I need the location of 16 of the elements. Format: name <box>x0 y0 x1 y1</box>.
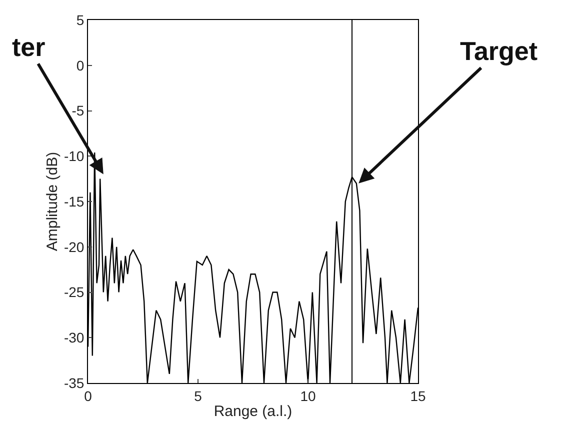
y-axis-title: Amplitude (dB) <box>44 152 62 252</box>
y-tick-label: -25 <box>64 284 84 300</box>
y-tick-label: -10 <box>64 148 84 164</box>
y-tick-label: -35 <box>64 374 84 391</box>
y-tick-label: -20 <box>64 238 84 255</box>
y-tick-label: 0 <box>76 57 84 74</box>
y-tick-label: -30 <box>64 330 84 346</box>
x-axis-title: Range (a.l.) <box>214 402 292 420</box>
x-tick-label: 10 <box>300 388 316 404</box>
y-tick-label: -5 <box>72 102 84 119</box>
annotation: Target <box>460 36 538 66</box>
y-tick-label: -15 <box>64 193 84 210</box>
x-tick-label: 15 <box>410 388 426 404</box>
x-tick-label: 5 <box>194 388 202 404</box>
y-tick-label: 5 <box>76 12 84 28</box>
annotation: ter <box>12 32 46 62</box>
